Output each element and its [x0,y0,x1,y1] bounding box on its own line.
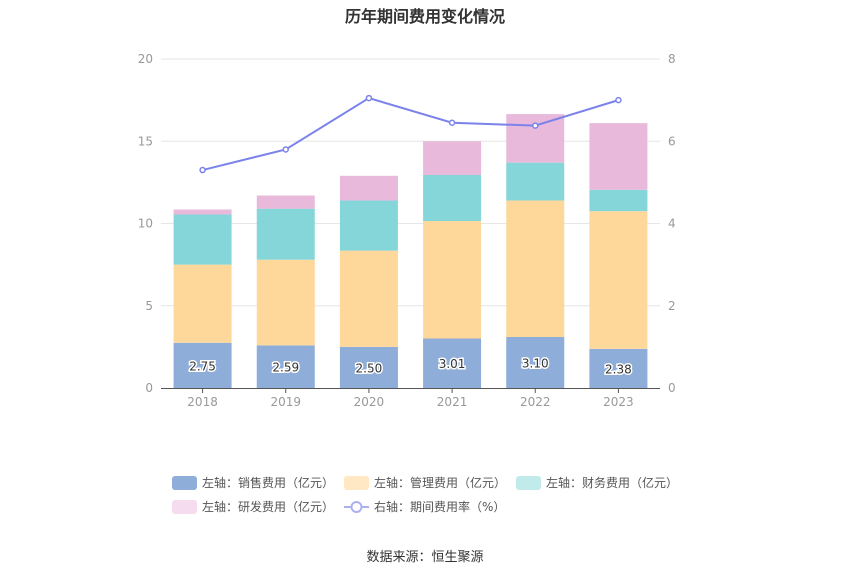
y-right-tick-label: 2 [668,299,676,313]
line-rate [202,96,619,172]
data-source: 数据来源：恒生聚源 [366,550,484,565]
bar-sales [589,348,648,388]
legend-swatch-finance [516,475,541,490]
bar-sales [506,337,565,388]
bar-sales [339,346,398,388]
legend-label-admin: 左轴：管理费用（亿元） [374,476,507,490]
legend-item-sales[interactable]: 左轴：销售费用（亿元） [172,474,334,491]
bar-sales [256,345,315,388]
legend-label-finance: 左轴：财务费用（亿元） [546,476,679,490]
data-label: 2.59 [272,361,299,375]
bar-finance [173,214,232,265]
chart-title: 历年期间费用变化情况 [344,7,505,26]
data-label: 2.50 [356,361,383,375]
bar-rnd [506,114,565,163]
bar-rnd [256,195,315,209]
legend-label-rnd: 左轴：研发费用（亿元） [202,500,335,514]
bar-sales [173,342,232,388]
bar-admin [256,259,315,346]
legend-swatch-admin [344,475,369,490]
bar-rnd [423,141,482,175]
legend-item-rate[interactable]: 右轴：期间费用率（%） [344,498,505,515]
bar-admin [506,200,565,338]
bar-finance [256,208,315,260]
x-tick-label: 2021 [437,395,468,409]
y-right-tick-label: 8 [668,52,676,66]
data-label: 2.75 [189,359,216,373]
y-right-tick-label: 0 [668,381,676,395]
line-point [282,146,289,153]
legend-item-admin[interactable]: 左轴：管理费用（亿元） [344,474,506,491]
line-point [199,166,206,174]
y-right-tick-label: 4 [668,217,676,231]
bar-finance [423,174,482,222]
legend-swatch-rnd [172,499,197,514]
bar-sales [423,338,482,388]
x-tick-label: 2019 [270,395,301,409]
y-left-tick-label: 10 [138,217,153,231]
y-left-tick-label: 0 [145,381,153,395]
legend-label-sales: 左轴：销售费用（亿元） [202,476,335,490]
y-left-tick-label: 20 [138,52,153,66]
bar-rnd [339,175,398,201]
x-tick-label: 2020 [354,395,385,409]
line-point [532,122,539,129]
line-point [448,119,456,126]
line-point [615,96,622,104]
x-tick-label: 2023 [603,395,634,409]
legend-item-finance[interactable]: 左轴：财务费用（亿元） [516,474,678,491]
legend-item-rnd[interactable]: 左轴：研发费用（亿元） [172,498,334,515]
bar-finance [506,162,565,201]
x-tick-label: 2022 [520,395,551,409]
bar-rnd [173,209,232,215]
data-label: 3.10 [522,357,549,371]
legend-swatch-rate [344,500,369,513]
data-label: 2.38 [605,362,632,376]
x-tick-label: 2018 [187,395,218,409]
legend-label-rate: 右轴：期间费用率（%） [374,500,506,514]
bar-rnd [589,123,648,190]
bar-admin [173,264,232,343]
y-left-tick-label: 15 [138,134,153,148]
bar-admin [589,211,648,349]
bar-finance [589,189,648,212]
y-right-tick-label: 6 [668,134,676,148]
bar-finance [339,200,398,251]
legend-swatch-sales [172,475,197,490]
bar-admin [423,221,482,339]
bar-admin [339,250,398,347]
y-left-tick-label: 5 [145,299,153,313]
line-point [365,94,373,102]
data-label: 3.01 [439,357,466,371]
